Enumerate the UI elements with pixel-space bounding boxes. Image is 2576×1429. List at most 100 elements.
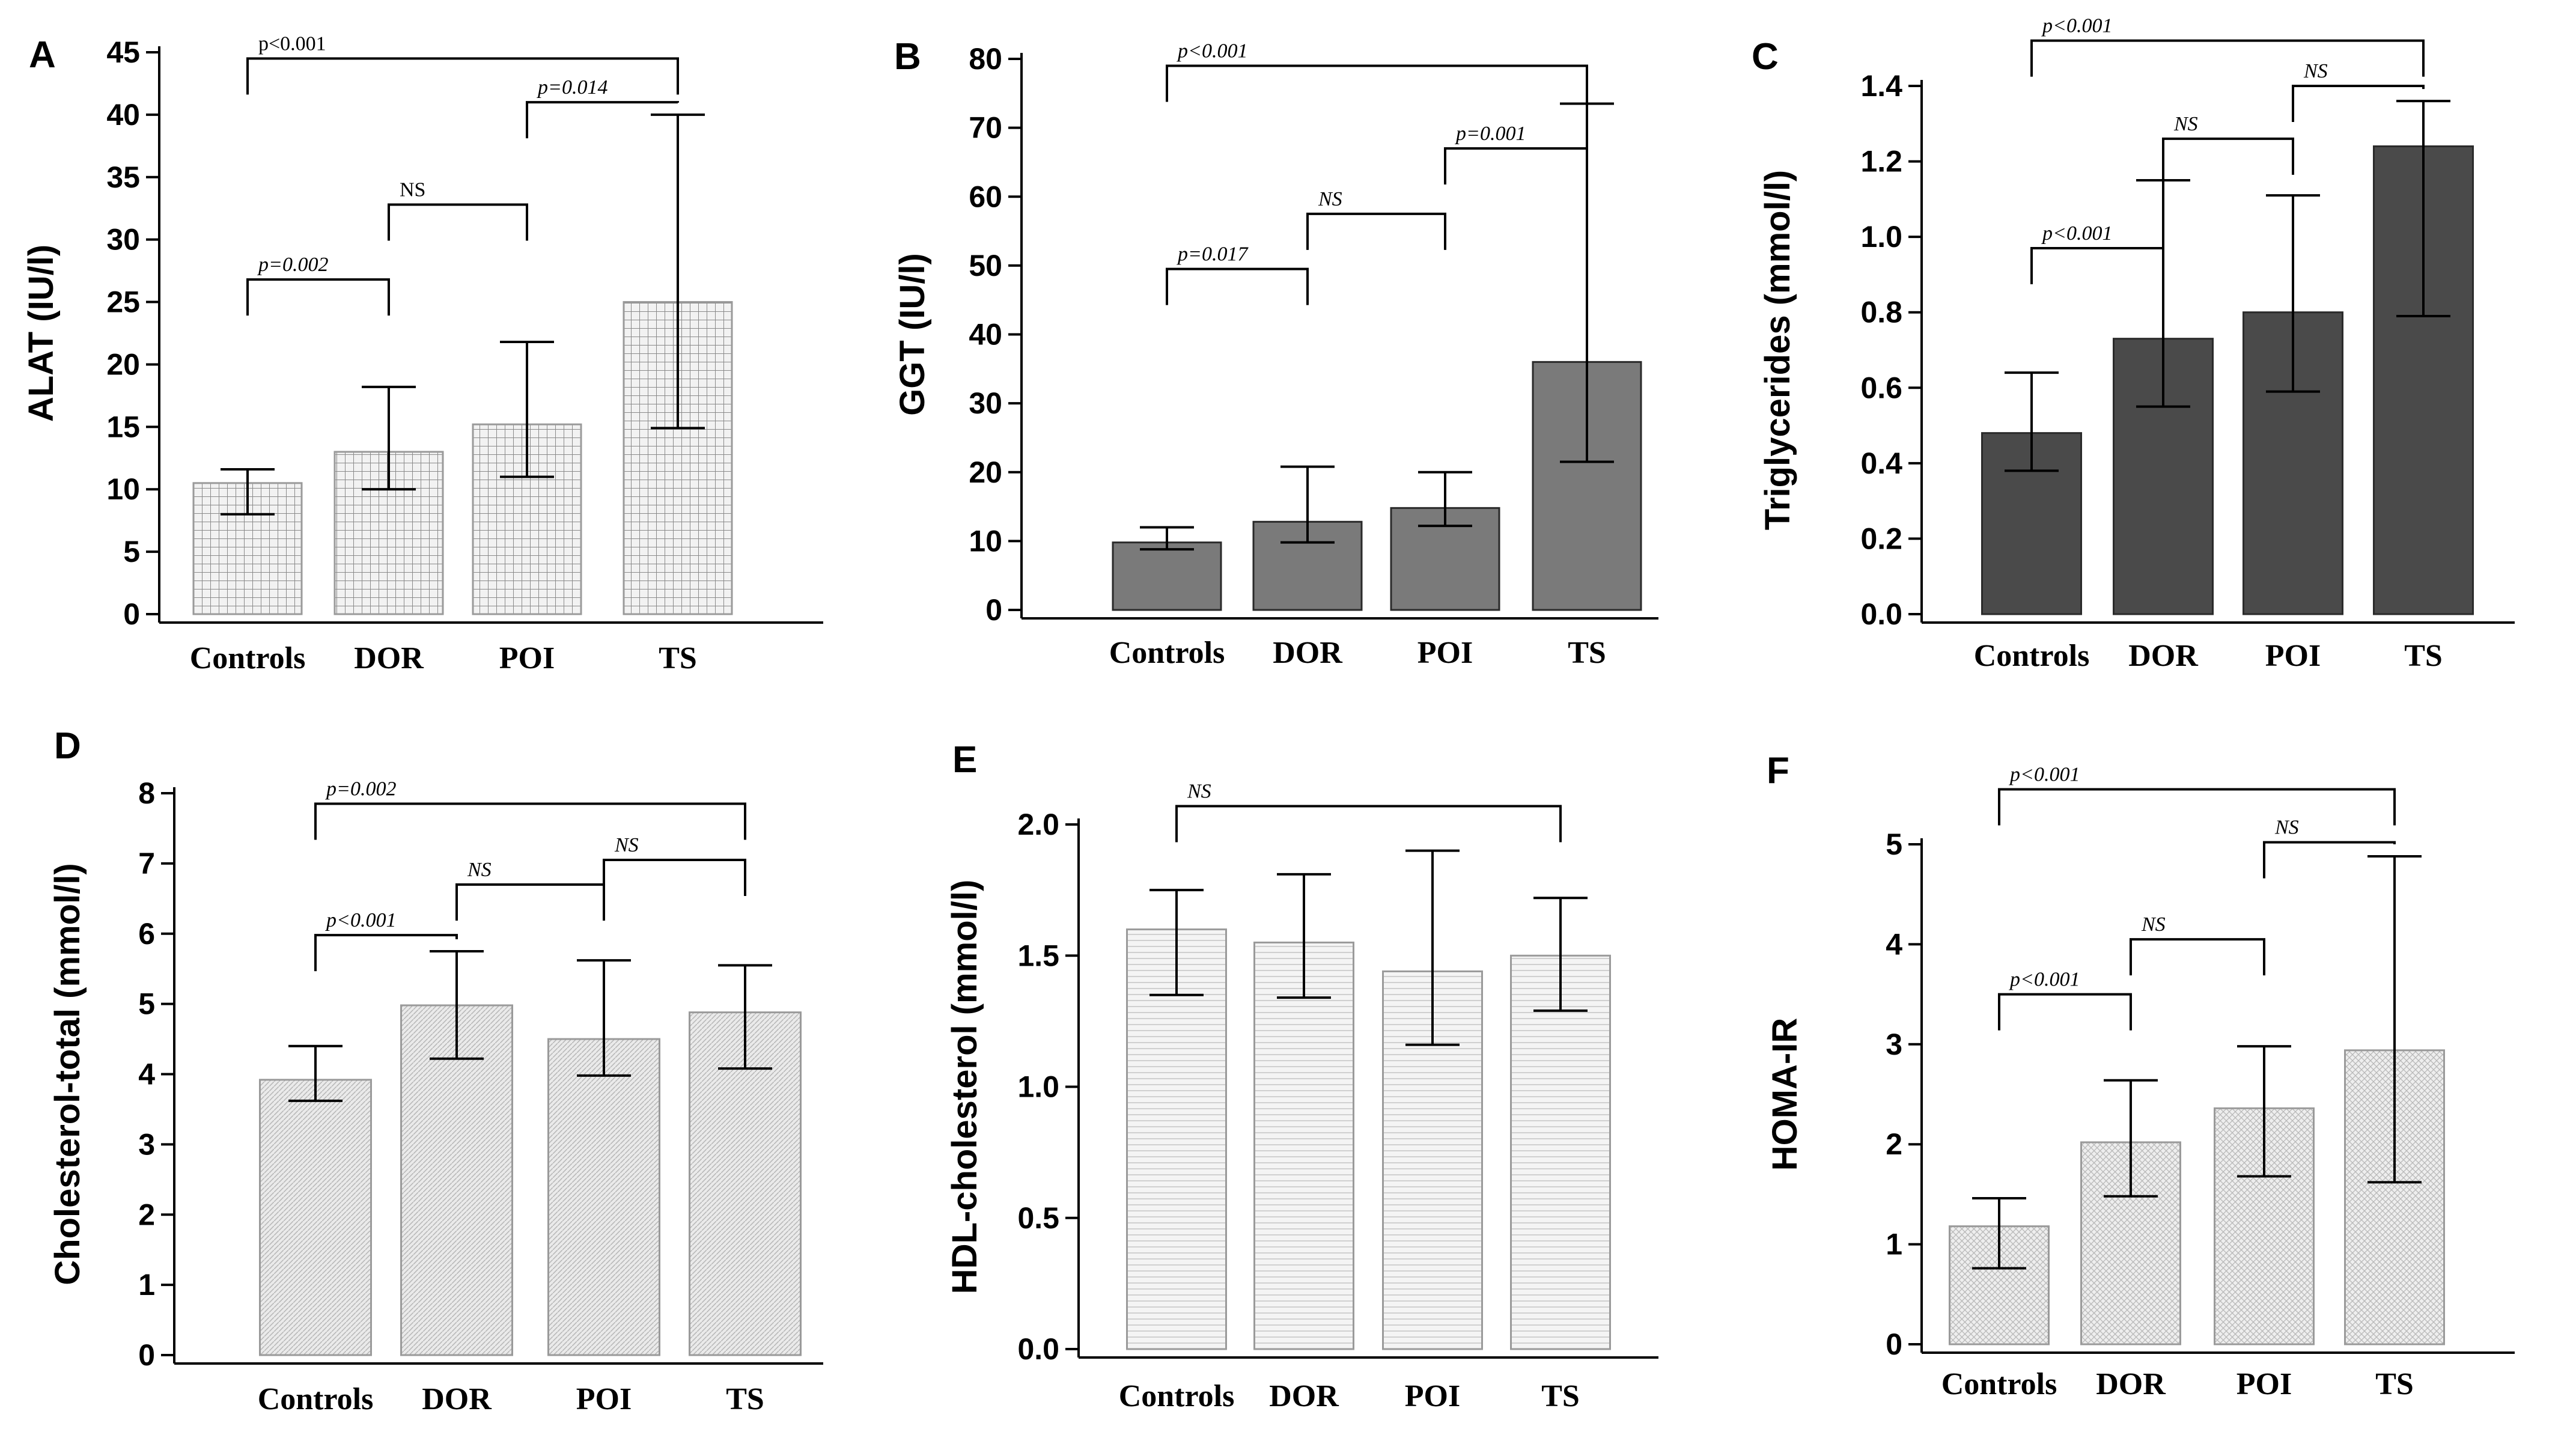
significance-bracket [2292,85,2425,122]
significance-label: NS [467,859,492,881]
y-tick-label: 2 [138,1198,155,1231]
y-tick-label: 2.0 [1017,808,1059,841]
panel-letter: D [54,725,81,767]
significance-bracket [1998,993,2132,1031]
y-tick-label: 45 [106,35,140,69]
significance-label: p=0.017 [1177,243,1249,266]
panel-letter: A [29,34,56,76]
y-tick-label: 8 [138,776,155,810]
significance-label: p<0.001 [2009,763,2080,785]
y-tick-label: 3 [138,1127,155,1161]
y-axis-title: Triglycerides (mmol/l) [1758,170,1797,531]
y-tick-label: 0.4 [1860,446,1902,480]
x-tick-label: TS [659,641,697,675]
y-tick-label: 10 [106,472,140,506]
significance-bracket [246,278,390,316]
x-tick-label: TS [726,1382,764,1416]
x-tick-label: POI [499,641,555,675]
significance-bracket [1175,805,1562,842]
significance-bracket [314,934,458,972]
y-tick-label: 7 [138,847,155,880]
y-axis-title: ALAT (IU/l) [22,245,61,422]
significance-label: p<0.001 [325,909,396,931]
y-tick-label: 6 [138,917,155,951]
panel-b: B GGT (IU/l) 0 10 20 30 40 50 60 70 80 Controls DOR P… [893,36,1658,670]
y-tick-label: 0.5 [1017,1201,1059,1235]
significance-label: NS [1318,188,1342,210]
panel-c: C Triglycerides (mmol/l) 0.0 0.2 0.4 0.6 0.8 1.… [1752,15,2515,673]
y-tick-label: 50 [969,249,1002,282]
x-tick-label: POI [1417,636,1473,670]
significance-label: NS [2141,913,2166,936]
y-tick-label: 25 [106,285,140,319]
y-axis-title: HOMA-IR [1765,1018,1804,1171]
y-tick-label: 1.0 [1860,220,1902,254]
bar-dor [400,1004,513,1356]
significance-label: p=0.014 [537,76,607,99]
significance-bracket [1166,267,1309,305]
significance-label: p=0.001 [1455,123,1526,145]
significance-label: NS [2274,817,2299,839]
y-tick-label: 0.6 [1860,371,1902,404]
bar-poi [547,1038,660,1356]
significance-bracket [2263,841,2396,879]
x-tick-label: DOR [1273,636,1343,670]
x-tick-label: DOR [2096,1367,2166,1401]
y-tick-label: 20 [106,347,140,381]
y-tick-label: 20 [969,456,1002,489]
y-tick-label: 30 [106,223,140,257]
x-tick-label: POI [576,1382,632,1416]
panel-letter: C [1752,36,1779,78]
y-tick-label: 1.2 [1860,145,1902,178]
significance-label: p<0.001 [2041,15,2112,37]
x-tick-label: DOR [354,641,424,675]
bar-dor [1253,941,1354,1350]
y-tick-label: 60 [969,180,1002,213]
significance-label: p<0.001 [2041,222,2112,245]
y-tick-label: 0.0 [1860,597,1902,631]
x-tick-label: Controls [190,641,306,675]
significance-bracket [2130,938,2265,976]
y-tick-label: 5 [138,987,155,1021]
x-tick-label: Controls [1974,639,2090,673]
significance-bracket [1306,212,1446,250]
significance-label: p=0.002 [257,254,328,276]
x-tick-label: Controls [258,1382,374,1416]
significance-bracket [1998,788,2396,826]
significance-label: p<0.001 [1177,40,1247,62]
y-tick-label: 5 [123,535,140,568]
x-tick-label: POI [2236,1367,2292,1401]
significance-bracket [1444,91,1588,185]
y-tick-label: 1 [138,1268,155,1302]
y-tick-label: 0 [138,1338,155,1372]
y-tick-label: 70 [969,111,1002,145]
x-tick-label: POI [1405,1379,1460,1413]
y-tick-label: 1.0 [1017,1070,1059,1104]
x-tick-label: Controls [1941,1367,2057,1401]
y-tick-label: 80 [969,42,1002,76]
panel-e: E HDL-cholesterol (mmol/l) 0.0 0.5 1.0 1.5 2.0… [945,739,1658,1413]
x-tick-label: TS [2404,639,2443,673]
x-tick-label: TS [1568,636,1606,670]
significance-label: NS [614,834,639,856]
y-tick-label: 1.5 [1017,939,1059,972]
y-tick-label: 40 [969,318,1002,352]
y-tick-label: 40 [106,98,140,132]
y-tick-label: 0.0 [1017,1332,1059,1366]
significance-label: p=0.002 [325,778,396,800]
y-tick-label: 0.2 [1860,522,1902,555]
y-axis-title: GGT (IU/l) [893,253,932,416]
significance-bracket [603,859,746,897]
significance-label: NS [1187,780,1211,802]
y-axis-title: Cholesterol-total (mmol/l) [48,863,87,1285]
significance-bracket [2030,168,2164,284]
bar-controls [259,1079,372,1356]
y-tick-label: 0 [123,597,140,631]
significance-bracket [2162,137,2294,175]
x-tick-label: TS [2375,1367,2414,1401]
panel-letter: E [952,739,977,781]
significance-bracket [388,203,528,241]
y-tick-label: 0.8 [1860,296,1902,329]
significance-label: p<0.001 [258,32,326,55]
